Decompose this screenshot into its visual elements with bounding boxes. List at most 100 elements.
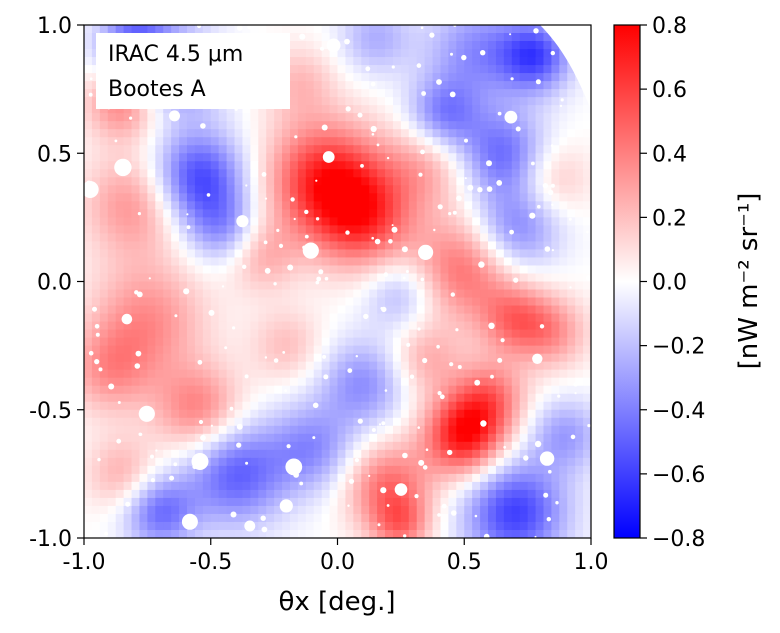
heatmap-cell bbox=[107, 297, 117, 307]
heatmap-cell bbox=[297, 25, 307, 34]
heatmap-cell bbox=[305, 273, 315, 283]
heatmap-cell bbox=[84, 105, 93, 114]
heatmap-cell bbox=[171, 385, 180, 395]
source-mask bbox=[429, 32, 435, 38]
heatmap-cell bbox=[289, 249, 299, 259]
heatmap-cell bbox=[543, 57, 552, 66]
source-mask bbox=[539, 451, 555, 466]
heatmap-cell bbox=[274, 185, 283, 194]
heatmap-cell bbox=[210, 401, 220, 411]
heatmap-cell bbox=[385, 361, 394, 371]
heatmap-cell bbox=[440, 97, 449, 106]
source-mask bbox=[354, 458, 359, 463]
heatmap-cell bbox=[385, 529, 394, 538]
heatmap-cell bbox=[424, 145, 434, 154]
heatmap-cell bbox=[155, 153, 164, 162]
heatmap-cell bbox=[194, 313, 204, 323]
heatmap-cell bbox=[123, 513, 133, 523]
heatmap-cell bbox=[115, 113, 125, 122]
heatmap-cell bbox=[171, 273, 180, 283]
heatmap-cell bbox=[424, 409, 434, 419]
heatmap-cell bbox=[567, 185, 576, 194]
heatmap-cell bbox=[408, 297, 418, 307]
heatmap-cell bbox=[583, 241, 591, 251]
heatmap-cell bbox=[503, 289, 513, 299]
heatmap-cell bbox=[519, 105, 529, 114]
heatmap-cell bbox=[186, 425, 196, 435]
heatmap-cell bbox=[535, 345, 545, 355]
heatmap-cell bbox=[488, 441, 497, 451]
heatmap-cell bbox=[456, 25, 465, 34]
heatmap-cell bbox=[480, 505, 489, 515]
heatmap-cell bbox=[353, 353, 362, 363]
heatmap-cell bbox=[535, 313, 545, 323]
heatmap-cell bbox=[210, 497, 220, 507]
heatmap-cell bbox=[551, 441, 560, 451]
heatmap-cell bbox=[432, 209, 442, 218]
heatmap-cell bbox=[575, 257, 584, 267]
heatmap-cell bbox=[99, 169, 109, 178]
heatmap-cell bbox=[139, 201, 148, 210]
x-tick-label: -1.0 bbox=[63, 550, 106, 575]
heatmap-cell bbox=[107, 305, 117, 315]
heatmap-cell bbox=[139, 369, 148, 379]
heatmap-cell bbox=[305, 401, 315, 411]
heatmap-cell bbox=[321, 25, 331, 34]
source-mask bbox=[348, 478, 355, 484]
heatmap-cell bbox=[107, 105, 117, 114]
heatmap-cell bbox=[361, 265, 370, 275]
heatmap-cell bbox=[329, 393, 339, 403]
heatmap-cell bbox=[131, 441, 141, 451]
heatmap-cell bbox=[131, 25, 141, 34]
heatmap-cell bbox=[385, 497, 394, 507]
heatmap-cell bbox=[361, 473, 370, 483]
heatmap-cell bbox=[392, 169, 402, 178]
heatmap-cell bbox=[392, 457, 402, 467]
heatmap-cell bbox=[448, 65, 457, 74]
heatmap-cell bbox=[400, 33, 410, 42]
heatmap-cell bbox=[353, 481, 362, 491]
heatmap-cell bbox=[440, 489, 449, 499]
heatmap-cell bbox=[289, 529, 299, 538]
heatmap-cell bbox=[448, 345, 457, 355]
heatmap-cell bbox=[171, 441, 180, 451]
heatmap-cell bbox=[313, 129, 323, 138]
heatmap-cell bbox=[202, 305, 212, 315]
heatmap-cell bbox=[210, 265, 220, 275]
heatmap-cell bbox=[511, 513, 521, 523]
heatmap-cell bbox=[432, 249, 442, 259]
heatmap-cell bbox=[448, 233, 457, 243]
heatmap-cell bbox=[472, 273, 481, 283]
heatmap-cell bbox=[377, 457, 386, 467]
heatmap-cell bbox=[511, 409, 521, 419]
heatmap-cell bbox=[519, 73, 529, 82]
heatmap-cell bbox=[353, 233, 362, 243]
heatmap-cell bbox=[456, 225, 465, 235]
heatmap-cell bbox=[575, 281, 584, 291]
heatmap-cell bbox=[448, 137, 457, 146]
source-mask bbox=[116, 438, 122, 444]
heatmap-cell bbox=[575, 209, 584, 218]
heatmap-cell bbox=[377, 225, 386, 235]
heatmap-cell bbox=[519, 185, 529, 194]
heatmap-cell bbox=[567, 121, 576, 130]
heatmap-cell bbox=[194, 169, 204, 178]
heatmap-cell bbox=[163, 417, 172, 427]
heatmap-cell bbox=[583, 457, 591, 467]
heatmap-cell bbox=[472, 393, 481, 403]
heatmap-cell bbox=[416, 273, 426, 283]
heatmap-cell bbox=[575, 193, 584, 202]
heatmap-cell bbox=[456, 65, 465, 74]
heatmap-cell bbox=[511, 385, 521, 395]
source-mask bbox=[88, 92, 93, 97]
heatmap-cell bbox=[329, 313, 339, 323]
heatmap-cell bbox=[99, 457, 109, 467]
heatmap-cell bbox=[329, 441, 339, 451]
heatmap-cell bbox=[408, 329, 418, 339]
heatmap-cell bbox=[495, 441, 505, 451]
source-mask bbox=[138, 405, 155, 422]
heatmap-cell bbox=[210, 201, 220, 210]
heatmap-cell bbox=[583, 289, 591, 299]
heatmap-cell bbox=[495, 225, 505, 235]
heatmap-cell bbox=[194, 481, 204, 491]
